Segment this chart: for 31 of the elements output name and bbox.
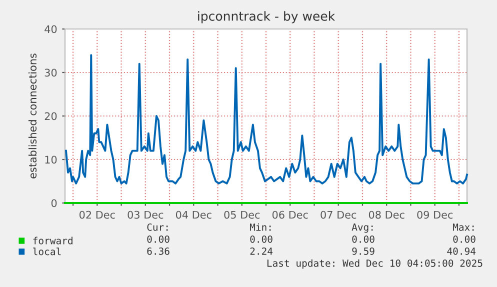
chart-title: ipconntrack - by week xyxy=(198,11,336,24)
text: 9.59 xyxy=(352,247,374,255)
legend-label: forward xyxy=(33,236,72,244)
y-tick-label: 0 xyxy=(51,199,57,208)
text: 6.36 xyxy=(147,247,170,255)
y-tick-label: 20 xyxy=(44,112,57,120)
text: 2.24 xyxy=(250,247,273,255)
x-tick-label: 08 Dec xyxy=(368,210,404,219)
text: 0.00 xyxy=(453,235,476,243)
y-tick-label: 40 xyxy=(44,25,57,34)
text: Avg: xyxy=(352,224,373,233)
x-tick-label: 05 Dec xyxy=(224,210,260,219)
x-tick-label: 07 Dec xyxy=(320,210,356,219)
legend-label: local xyxy=(33,248,61,256)
x-tick-label: 06 Dec xyxy=(272,210,308,219)
line-series xyxy=(65,54,468,184)
x-tick-label: 02 Dec xyxy=(79,210,115,219)
text: Last update: Wed Dec 10 04:05:00 2025 xyxy=(267,259,482,269)
text: 0.00 xyxy=(250,235,272,243)
y-tick-label: 10 xyxy=(45,156,57,164)
y-axis-title: established connections xyxy=(28,54,37,178)
x-tick-label: 03 Dec xyxy=(128,210,164,219)
x-tick-label: 04 Dec xyxy=(176,210,212,219)
text: 40.94 xyxy=(447,247,476,255)
text: Max: xyxy=(452,224,474,231)
y-tick-label: 30 xyxy=(44,68,57,77)
x-tick-label: 09 Dec xyxy=(417,210,453,219)
text: Cur: xyxy=(147,223,168,231)
text: 0.00 xyxy=(352,235,374,243)
text: Min: xyxy=(250,223,271,231)
text: 0.00 xyxy=(147,235,170,243)
